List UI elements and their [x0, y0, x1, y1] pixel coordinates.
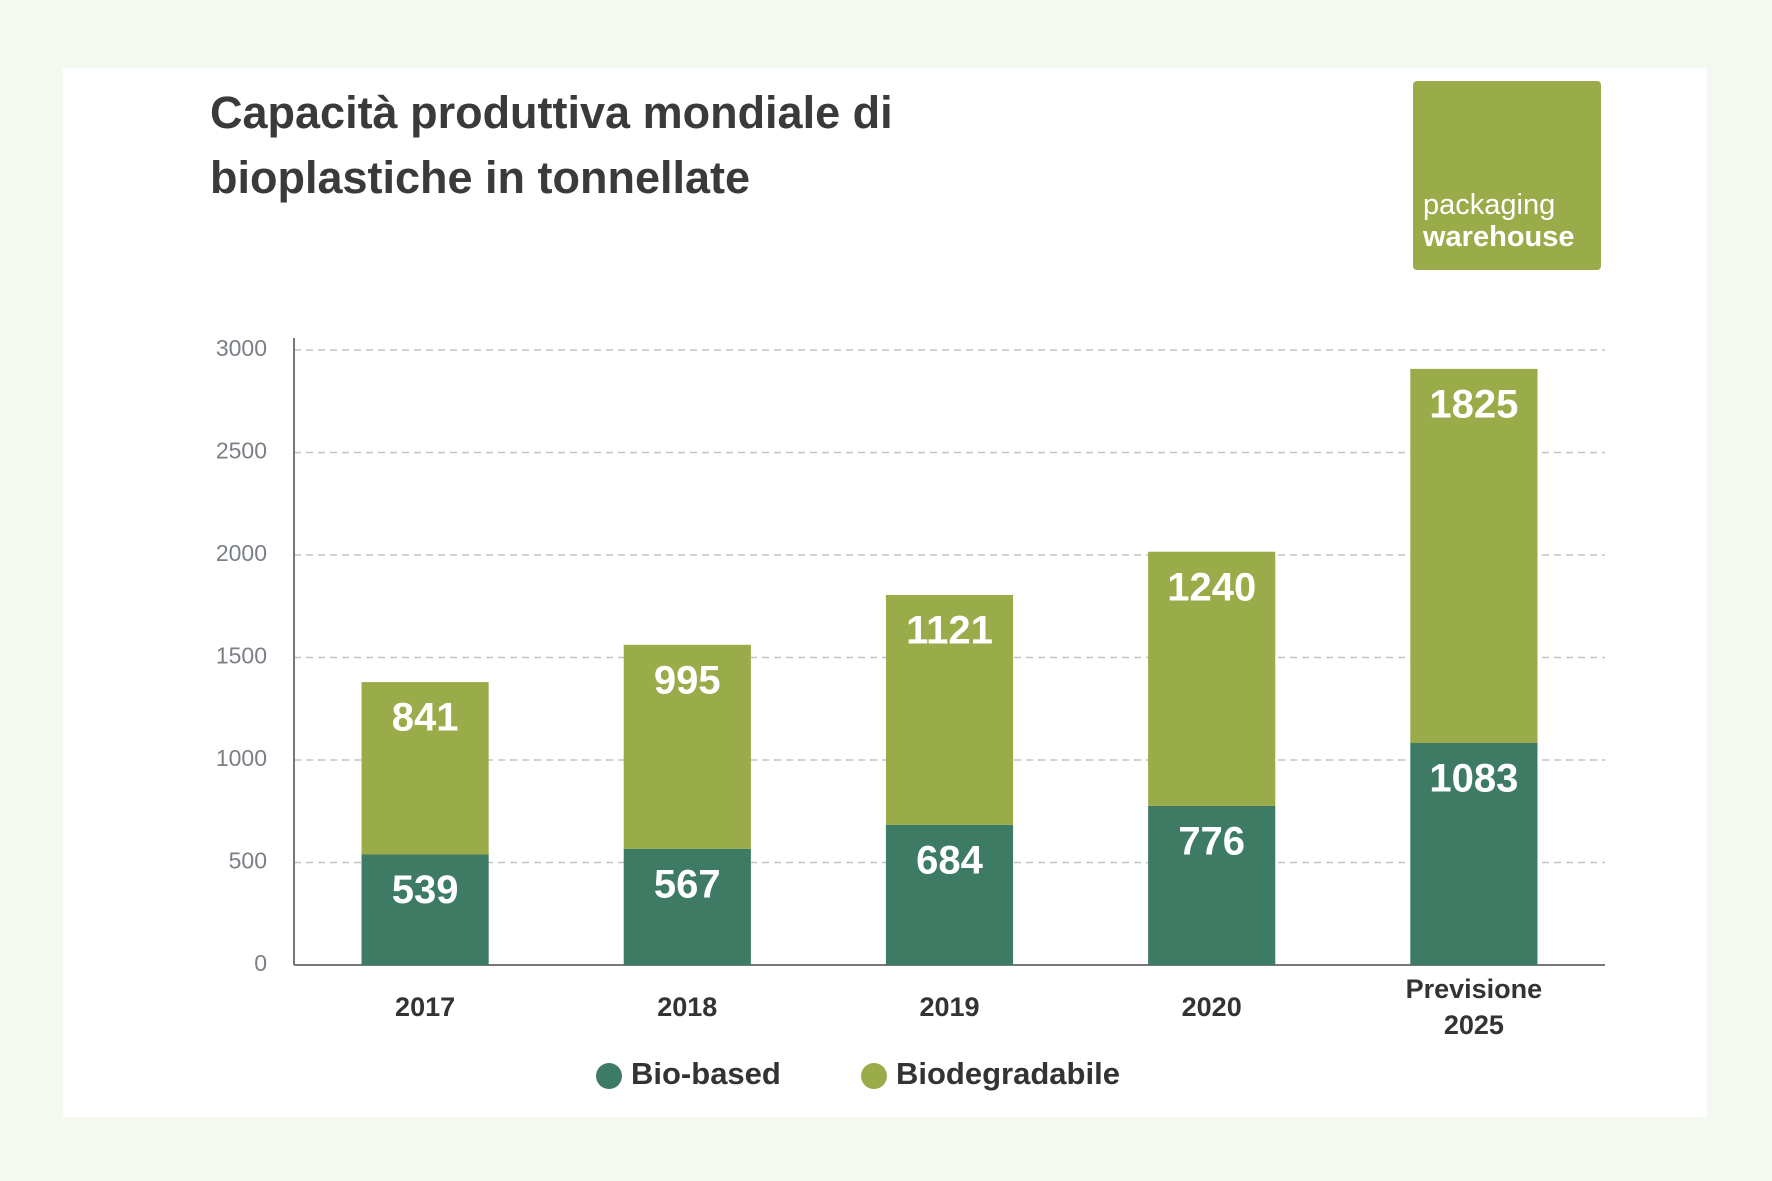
logo-text: warehouse: [1423, 221, 1575, 253]
legend-marker: [861, 1063, 887, 1089]
y-tick-label: 3000: [216, 335, 267, 361]
chart-title: Capacità produttiva mondiale di bioplast…: [210, 87, 893, 203]
bar-segment: [361, 682, 489, 855]
legend-marker: [596, 1063, 622, 1089]
data-label: 1825: [1429, 382, 1518, 426]
data-label: 1121: [906, 609, 993, 653]
data-label: 841: [392, 696, 459, 740]
logo-text: packaging: [1423, 189, 1556, 221]
bar-segment: [1410, 368, 1538, 743]
bar-segment: [885, 594, 1014, 825]
bar-segment: [885, 824, 1014, 965]
bar-segment: [623, 848, 751, 965]
legend-label: Bio-based: [631, 1056, 781, 1091]
y-tick-label: 0: [254, 950, 267, 976]
y-tick-label: 2000: [216, 540, 267, 566]
y-tick-label: 1500: [216, 643, 267, 669]
bar-segment: [361, 854, 489, 965]
data-label: 776: [1178, 819, 1245, 863]
logo: packaging warehouse: [1413, 81, 1601, 270]
data-label: 567: [654, 862, 721, 906]
y-tick-label: 500: [229, 848, 267, 874]
x-tick-label: Previsione 2025: [1405, 974, 1543, 1040]
data-label: 1240: [1167, 565, 1256, 609]
data-label: 1083: [1429, 757, 1518, 801]
x-tick-label: 2018: [657, 992, 718, 1022]
y-tick-label: 1000: [216, 745, 267, 771]
legend-label: Biodegradabile: [896, 1056, 1120, 1091]
y-tick-label: 2500: [216, 438, 267, 464]
data-label: 995: [654, 658, 721, 702]
data-label: 684: [916, 838, 983, 882]
x-tick-label: 2017: [395, 992, 456, 1022]
bar-segment: [1410, 742, 1538, 965]
x-tick-label: 2020: [1181, 992, 1242, 1022]
x-tick-label: 2019: [919, 992, 980, 1022]
bar-segment: [623, 644, 751, 849]
bar-segment: [1148, 551, 1276, 806]
data-label: 539: [392, 868, 459, 912]
bar-segment: [1148, 805, 1276, 965]
